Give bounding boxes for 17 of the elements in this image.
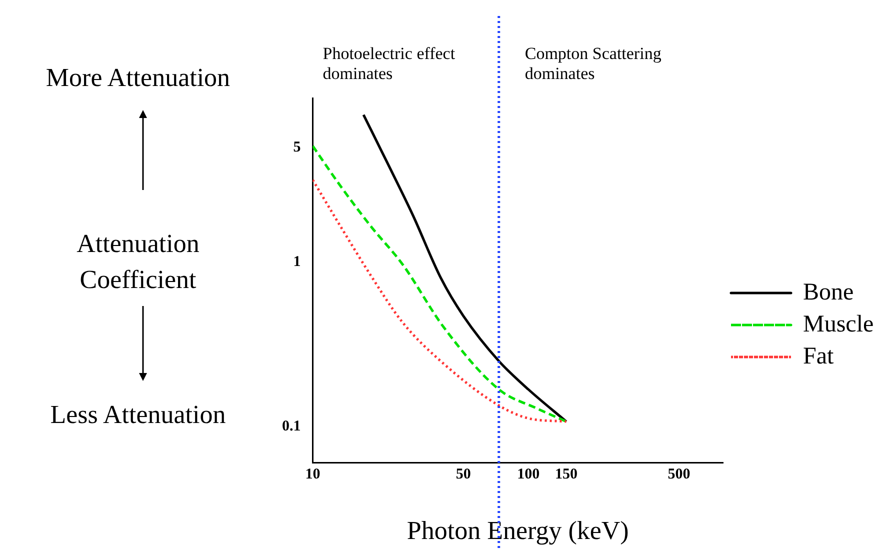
legend-label: Muscle (803, 311, 874, 338)
y-tick-label: 0.1 (282, 418, 301, 434)
text: Photoelectric effect dominates (322, 44, 456, 83)
y-tick-label: 5 (293, 139, 301, 156)
text: Less Attenuation (49, 400, 227, 430)
text: More Attenuation (44, 63, 232, 93)
x-tick-label: 100 (517, 466, 540, 483)
legend-label: Bone (803, 279, 854, 306)
y-tick-label: 1 (293, 254, 301, 270)
x-tick-label: 50 (456, 466, 471, 483)
text: Compton Scattering dominates (524, 44, 662, 83)
x-tick-label: 150 (555, 466, 578, 483)
x-axis-title: Photon Energy (keV) (406, 516, 629, 546)
legend-label: Fat (803, 343, 834, 370)
x-tick-label: 10 (305, 466, 320, 483)
x-tick-label: 500 (668, 466, 690, 483)
y-axis-title: Attenuation Coefficient (76, 228, 200, 296)
